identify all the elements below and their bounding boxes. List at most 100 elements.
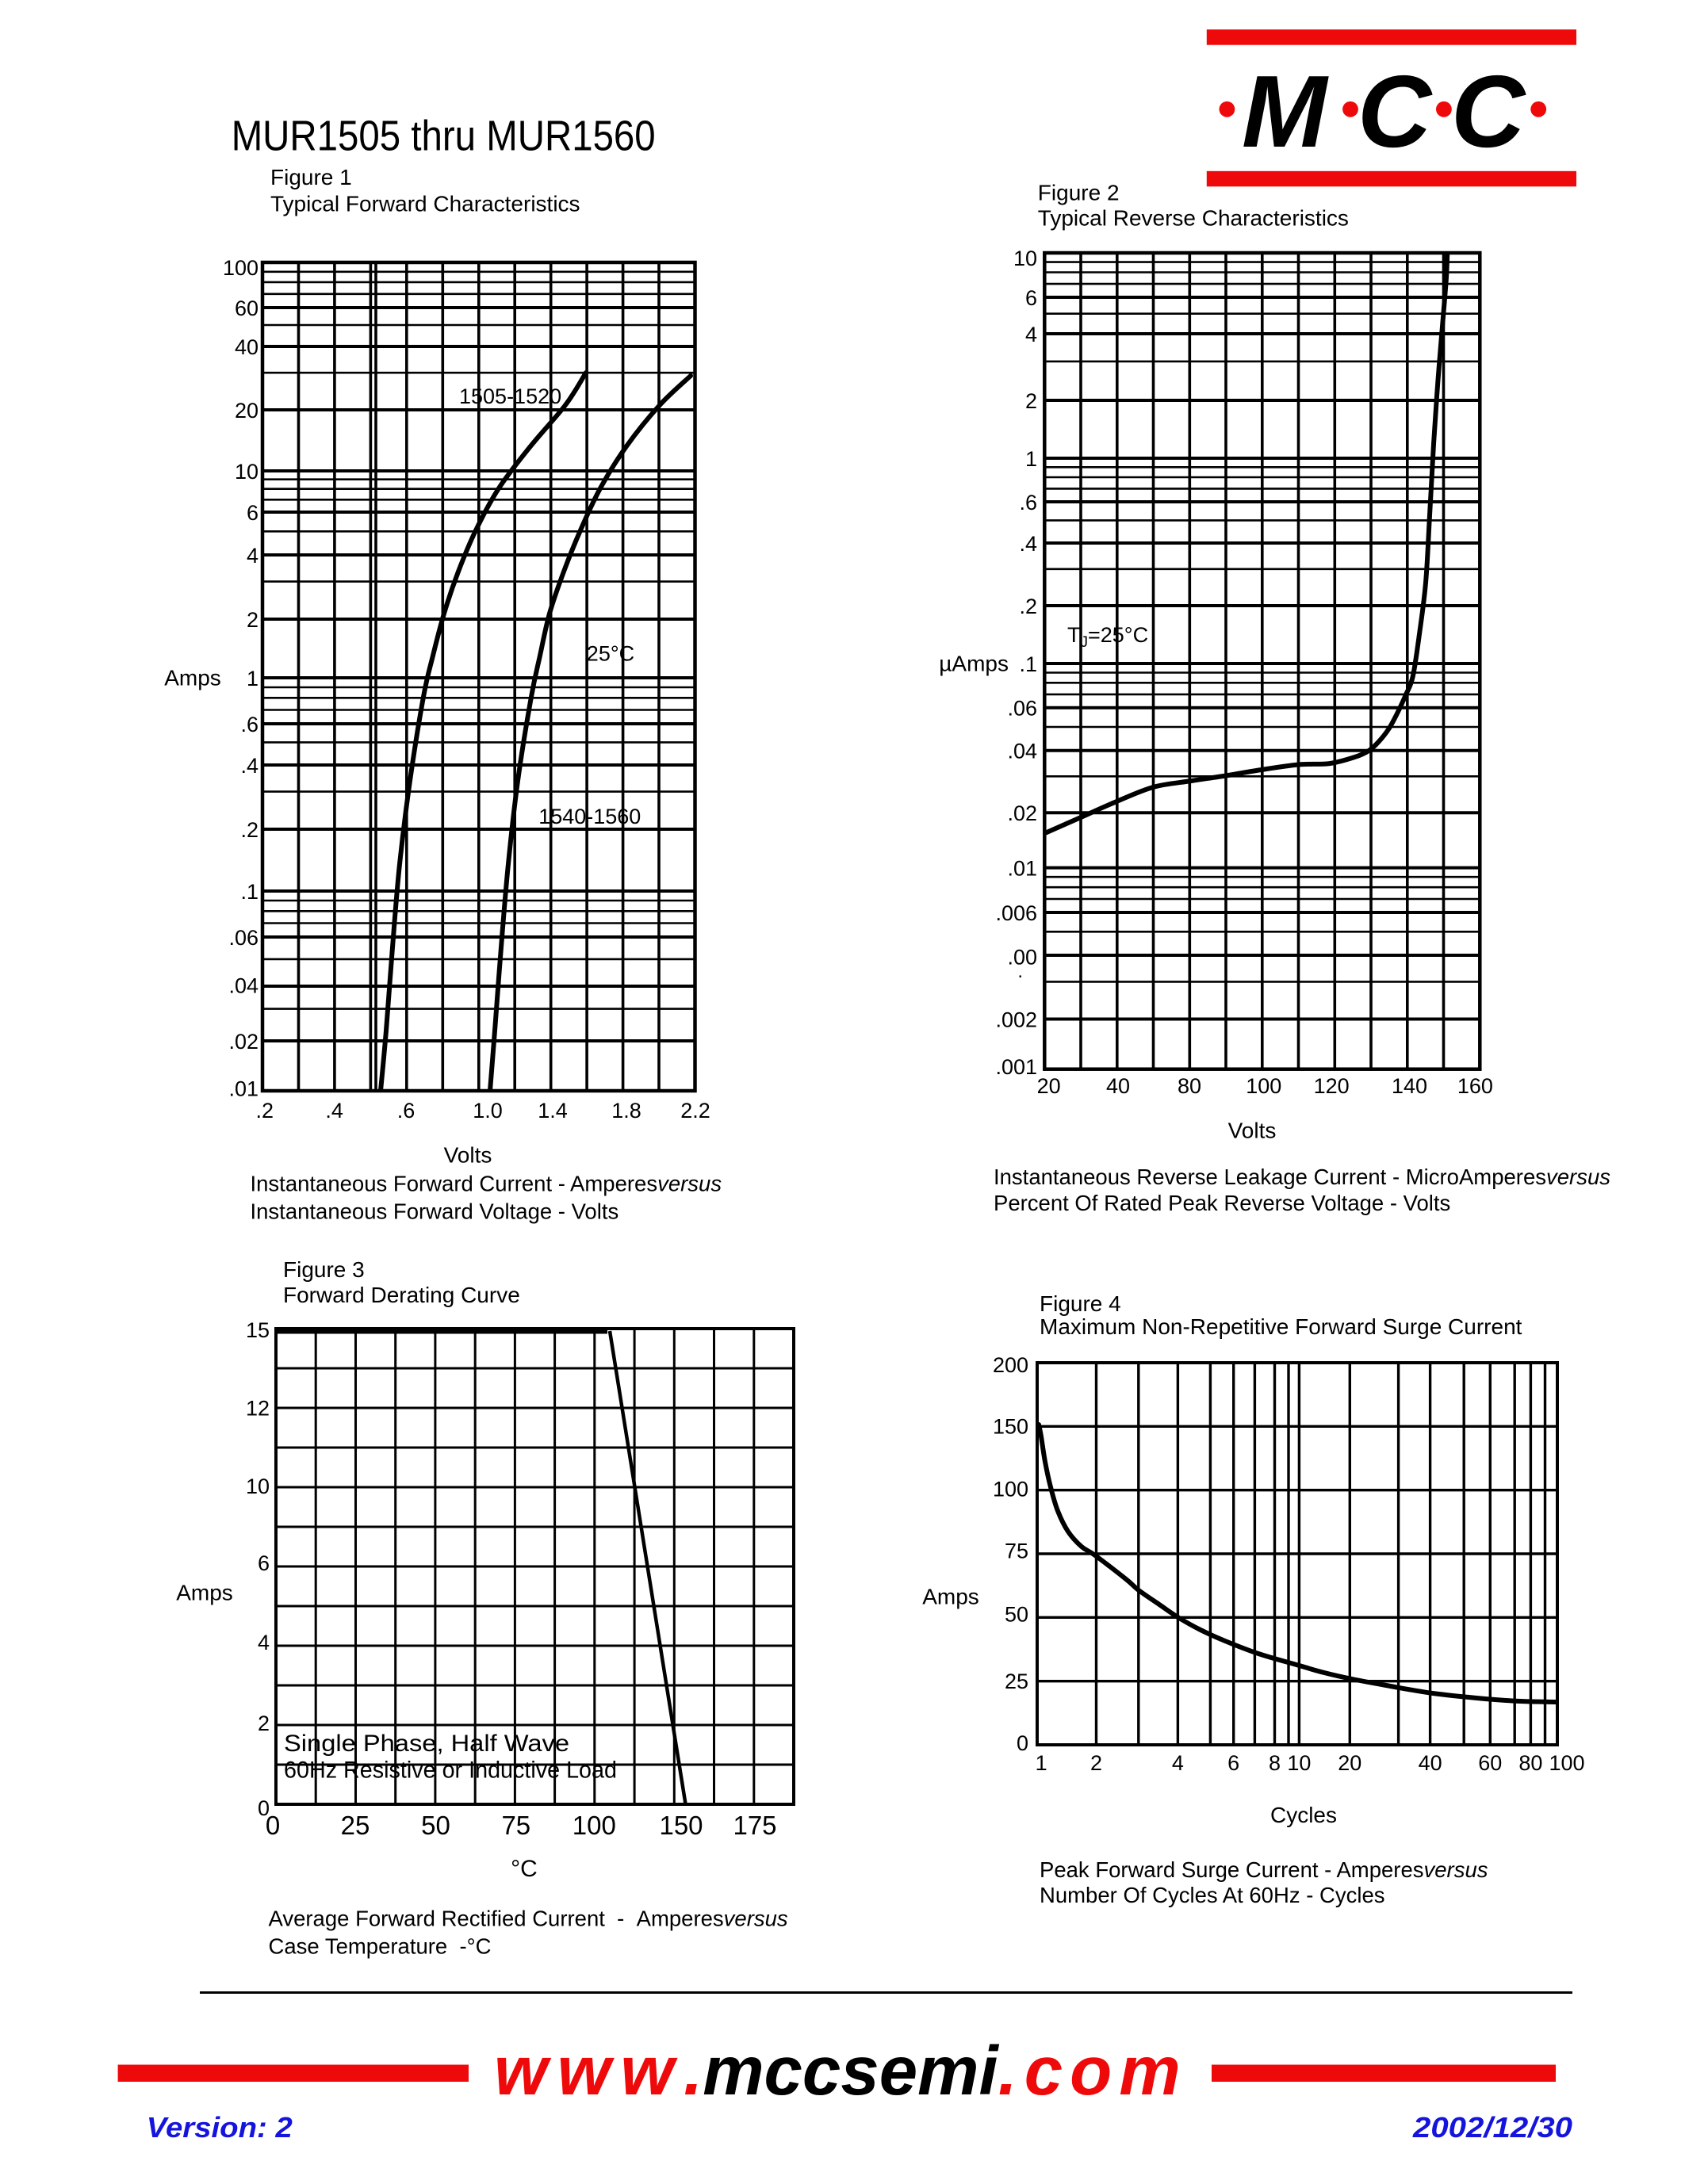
svg-text:2: 2 xyxy=(1025,389,1037,413)
svg-text:4: 4 xyxy=(247,544,258,568)
svg-text:.4: .4 xyxy=(240,754,258,778)
svg-text:Volts: Volts xyxy=(444,1142,492,1167)
svg-text:.01: .01 xyxy=(1007,856,1037,880)
svg-text:2.2: 2.2 xyxy=(680,1099,710,1123)
svg-text:Peak Forward Surge Current - A: Peak Forward Surge Current - Amperesvers… xyxy=(1040,1857,1488,1882)
svg-text:.04: .04 xyxy=(228,974,258,998)
svg-text:.06: .06 xyxy=(1007,697,1037,721)
svg-text:4: 4 xyxy=(1172,1751,1184,1775)
svg-text:50: 50 xyxy=(421,1811,450,1840)
svg-text:Case Temperature -°C: Case Temperature -°C xyxy=(269,1933,492,1958)
svg-text:1.8: 1.8 xyxy=(611,1099,641,1123)
svg-text:Figure 4: Figure 4 xyxy=(1040,1291,1121,1316)
svg-text:50: 50 xyxy=(1005,1603,1028,1627)
svg-text:100: 100 xyxy=(573,1811,616,1840)
svg-text:C: C xyxy=(1358,55,1433,169)
svg-text:.04: .04 xyxy=(1007,740,1037,763)
svg-text:1.0: 1.0 xyxy=(473,1099,503,1123)
svg-text:Percent Of Rated Peak Reverse: Percent Of Rated Peak Reverse Voltage - … xyxy=(994,1191,1450,1215)
svg-text:Typical Forward Characteristic: Typical Forward Characteristics xyxy=(270,191,580,216)
svg-text:6: 6 xyxy=(258,1551,270,1575)
svg-text:.1: .1 xyxy=(240,880,258,904)
svg-text:6: 6 xyxy=(247,501,258,525)
svg-text:.02: .02 xyxy=(228,1030,258,1054)
svg-text:10: 10 xyxy=(1287,1751,1311,1775)
svg-text:.2: .2 xyxy=(240,818,258,842)
svg-text:Amps: Amps xyxy=(164,666,221,690)
svg-text:1: 1 xyxy=(1025,447,1037,471)
svg-text:6: 6 xyxy=(1025,286,1037,310)
svg-text:Instantaneous Forward Voltage: Instantaneous Forward Voltage - Volts xyxy=(251,1199,619,1224)
svg-text:0: 0 xyxy=(1017,1731,1028,1755)
svg-text:10: 10 xyxy=(235,460,258,484)
svg-text:.4: .4 xyxy=(1019,532,1037,556)
svg-text:120: 120 xyxy=(1314,1074,1350,1098)
svg-text:20: 20 xyxy=(235,399,258,423)
svg-text:150: 150 xyxy=(659,1811,703,1840)
svg-text:Instantaneous Reverse Leakage: Instantaneous Reverse Leakage Current - … xyxy=(994,1165,1610,1189)
svg-text:Figure 1: Figure 1 xyxy=(270,165,352,189)
svg-text:.4: .4 xyxy=(325,1099,343,1123)
svg-text:40: 40 xyxy=(235,335,258,359)
svg-text:M: M xyxy=(1242,55,1329,169)
svg-text:C: C xyxy=(1451,55,1526,169)
svg-text:.006: .006 xyxy=(995,901,1037,925)
svg-text:Amps: Amps xyxy=(176,1581,233,1605)
svg-text:12: 12 xyxy=(246,1397,270,1421)
svg-text:.02: .02 xyxy=(1007,801,1037,825)
svg-text:25°C: 25°C xyxy=(587,642,634,666)
svg-text:µAmps: µAmps xyxy=(939,652,1009,676)
svg-text:Number Of Cycles At 60Hz - Cyc: Number Of Cycles At 60Hz - Cycles xyxy=(1040,1883,1385,1907)
svg-text:4: 4 xyxy=(258,1631,270,1654)
svg-text:20: 20 xyxy=(1338,1751,1361,1775)
svg-text:Cycles: Cycles xyxy=(1270,1803,1337,1827)
svg-text:1: 1 xyxy=(1036,1751,1047,1775)
svg-text:80: 80 xyxy=(1178,1074,1201,1098)
svg-text:10: 10 xyxy=(1013,247,1037,270)
svg-text:Volts: Volts xyxy=(1228,1119,1277,1143)
svg-text:150: 150 xyxy=(993,1414,1028,1438)
svg-text:Figure 3: Figure 3 xyxy=(283,1257,365,1282)
svg-text:80: 80 xyxy=(1518,1751,1542,1775)
svg-text:2: 2 xyxy=(247,608,258,632)
svg-text:6: 6 xyxy=(1227,1751,1239,1775)
svg-text:200: 200 xyxy=(993,1353,1028,1377)
svg-text:15: 15 xyxy=(246,1318,270,1342)
svg-text:60: 60 xyxy=(1478,1751,1502,1775)
svg-text:Amps: Amps xyxy=(922,1585,979,1609)
svg-text:0: 0 xyxy=(266,1811,280,1840)
svg-text:.01: .01 xyxy=(228,1077,258,1101)
svg-text:Maximum Non-Repetitive Forward: Maximum Non-Repetitive Forward Surge Cur… xyxy=(1040,1314,1522,1339)
svg-text:4: 4 xyxy=(1025,323,1037,346)
svg-text:.1: .1 xyxy=(1019,652,1037,676)
svg-text:Figure 2: Figure 2 xyxy=(1038,181,1120,205)
svg-text:.06: .06 xyxy=(228,926,258,950)
svg-text:60: 60 xyxy=(235,296,258,320)
svg-text:20: 20 xyxy=(1037,1074,1061,1098)
svg-text:25: 25 xyxy=(341,1811,370,1840)
svg-text:.001: .001 xyxy=(995,1055,1037,1079)
svg-text:40: 40 xyxy=(1106,1074,1130,1098)
svg-text:10: 10 xyxy=(246,1474,270,1498)
svg-text:100: 100 xyxy=(1246,1074,1281,1098)
svg-text:2: 2 xyxy=(1090,1751,1102,1775)
svg-text:1540-1560: 1540-1560 xyxy=(538,805,641,828)
svg-text:.6: .6 xyxy=(397,1099,416,1123)
svg-text:.6: .6 xyxy=(240,713,258,736)
svg-text:.2: .2 xyxy=(1019,595,1037,618)
svg-text:140: 140 xyxy=(1392,1074,1427,1098)
svg-text:2002/12/30: 2002/12/30 xyxy=(1412,2111,1572,2144)
svg-text:100: 100 xyxy=(223,256,258,280)
svg-text:60Hz Resistive or Inductive Lo: 60Hz Resistive or Inductive Load xyxy=(284,1758,617,1784)
svg-text:Version: 2: Version: 2 xyxy=(147,2111,293,2144)
svg-text:.00: .00 xyxy=(1007,945,1037,969)
svg-text:1: 1 xyxy=(247,667,258,690)
svg-text:1505-1520: 1505-1520 xyxy=(459,384,561,408)
svg-text:TJ=25°C: TJ=25°C xyxy=(1067,623,1148,651)
svg-text:100: 100 xyxy=(1549,1751,1584,1775)
svg-text:160: 160 xyxy=(1457,1074,1493,1098)
svg-text:Single Phase, Half Wave: Single Phase, Half Wave xyxy=(284,1731,569,1757)
svg-text:75: 75 xyxy=(1005,1540,1028,1563)
svg-text:25: 25 xyxy=(1005,1670,1028,1693)
svg-text:Typical Reverse Characteristic: Typical Reverse Characteristics xyxy=(1038,206,1349,231)
